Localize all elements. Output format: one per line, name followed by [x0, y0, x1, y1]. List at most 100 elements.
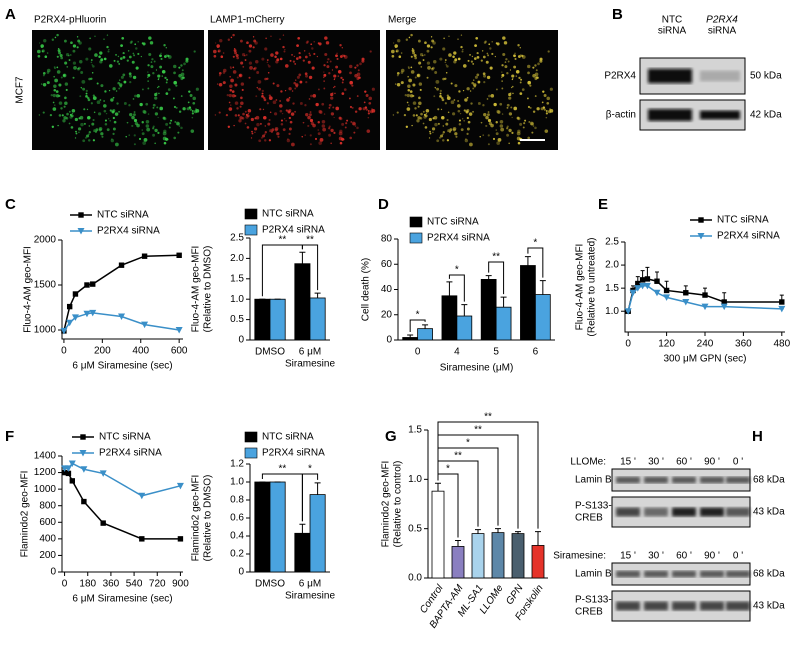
vesicle	[327, 58, 330, 61]
vesicle	[490, 123, 494, 128]
error-bar	[515, 531, 521, 534]
vesicle	[60, 56, 64, 60]
vesicle	[133, 113, 136, 117]
vesicle	[146, 127, 151, 132]
vesicle	[54, 78, 58, 83]
vesicle	[496, 42, 500, 46]
vesicle	[410, 66, 413, 69]
vesicle	[408, 67, 410, 69]
vesicle	[264, 77, 267, 81]
significance-bracket	[527, 247, 544, 278]
vesicle	[52, 107, 57, 111]
vesicle	[517, 141, 521, 145]
vesicle	[453, 51, 457, 55]
y-tick-label: 1.5	[408, 425, 422, 436]
vesicle	[392, 114, 395, 116]
vesicle	[274, 55, 277, 58]
vesicle	[106, 45, 109, 49]
vesicle	[510, 86, 513, 89]
vesicle	[407, 84, 411, 89]
vesicle	[396, 74, 399, 77]
vesicle	[100, 84, 104, 88]
vesicle	[291, 142, 295, 147]
vesicle	[189, 108, 192, 111]
cell-line: MCF7	[15, 76, 26, 104]
vesicle	[307, 115, 311, 120]
vesicle	[466, 116, 469, 120]
bar	[417, 328, 433, 341]
vesicle	[438, 136, 442, 139]
x-tick-label: DMSO	[255, 347, 285, 358]
vesicle	[475, 36, 479, 40]
vesicle	[84, 136, 88, 139]
y-tick-label: 0	[386, 335, 392, 346]
vesicle	[305, 81, 308, 84]
vesicle	[262, 96, 266, 100]
vesicle	[236, 56, 240, 60]
vesicle	[545, 112, 548, 115]
vesicle	[407, 88, 411, 92]
vesicle	[506, 103, 510, 107]
vesicle	[135, 66, 139, 70]
vesicle	[467, 120, 471, 124]
vesicle	[276, 132, 280, 136]
vesicle	[245, 54, 248, 56]
vesicle	[91, 64, 93, 66]
vesicle	[307, 124, 310, 128]
vesicle	[434, 71, 438, 74]
treatment-label: Siramesine:	[553, 551, 606, 562]
vesicle	[71, 108, 76, 113]
vesicle	[143, 137, 148, 142]
vesicle	[410, 55, 413, 58]
vesicle	[469, 90, 472, 92]
vesicle	[74, 117, 78, 122]
data-point	[663, 287, 670, 294]
legend-label: P2RX4 siRNA	[262, 448, 325, 459]
y-tick-label: 2000	[34, 235, 57, 246]
vesicle	[79, 95, 82, 98]
vesicle	[213, 54, 217, 58]
vesicle	[521, 54, 524, 58]
vesicle	[92, 96, 97, 100]
vesicle	[244, 122, 247, 125]
vesicle	[193, 50, 196, 53]
legend-swatch	[244, 224, 258, 236]
vesicle	[474, 75, 478, 79]
vesicle	[501, 113, 504, 115]
vesicle	[482, 72, 486, 76]
micrograph	[32, 30, 204, 150]
y-tick-label: 40	[381, 284, 393, 295]
vesicle	[460, 128, 464, 132]
vesicle	[321, 124, 326, 128]
vesicle	[64, 101, 68, 105]
data-point	[72, 291, 79, 297]
vesicle	[288, 96, 291, 99]
vesicle	[501, 64, 504, 67]
vesicle	[411, 49, 415, 52]
vesicle	[157, 131, 160, 134]
vesicle	[454, 132, 458, 136]
vesicle	[187, 101, 190, 104]
vesicle	[53, 88, 57, 92]
row-label: CREB	[575, 513, 603, 524]
vesicle	[137, 40, 139, 43]
vesicle	[450, 100, 455, 105]
vesicle	[333, 116, 335, 119]
vesicle	[490, 94, 495, 98]
vesicle	[132, 75, 137, 80]
vesicle	[162, 116, 166, 120]
vesicle	[494, 55, 497, 58]
vesicle	[395, 49, 399, 53]
vesicle	[333, 74, 337, 78]
legend-marker	[79, 450, 87, 457]
vesicle	[446, 118, 449, 122]
vesicle	[68, 59, 71, 61]
vesicle	[304, 72, 308, 76]
vesicle	[115, 53, 117, 56]
vesicle	[324, 36, 328, 40]
micrograph	[386, 30, 558, 150]
vesicle	[515, 75, 518, 77]
vesicle	[351, 121, 356, 126]
vesicle	[254, 131, 256, 134]
vesicle	[521, 55, 526, 59]
